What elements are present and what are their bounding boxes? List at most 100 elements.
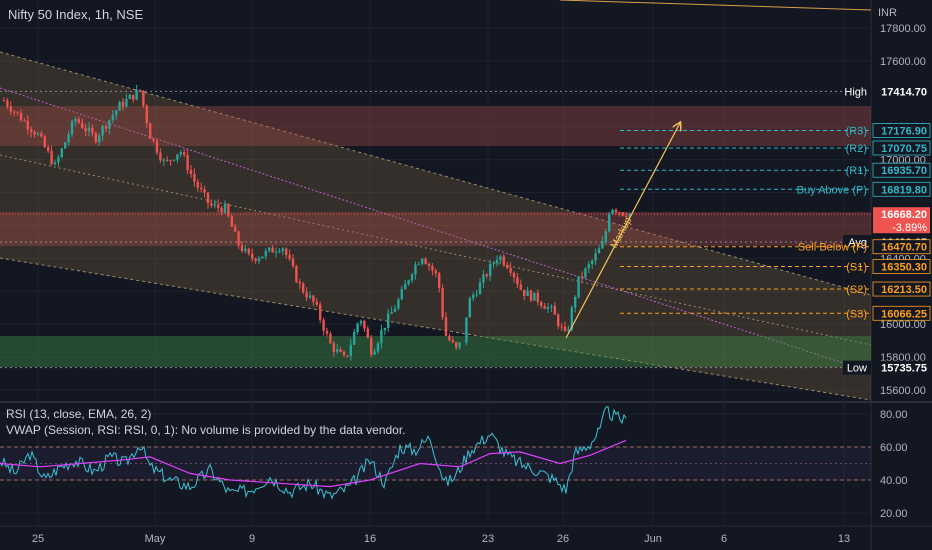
rsi-axis: 80.00 60.00 40.00 20.00 <box>880 409 908 520</box>
candle-body <box>101 125 104 136</box>
candle-body <box>475 294 478 296</box>
candle-body <box>472 294 475 299</box>
candle-body <box>162 159 165 161</box>
time-tick-label: 13 <box>838 533 850 545</box>
candle-body <box>132 94 135 100</box>
candle-body <box>261 256 264 259</box>
candle-body <box>281 248 284 252</box>
candle-body <box>295 265 298 283</box>
level-label-bg <box>843 234 871 249</box>
candle-body <box>210 203 213 206</box>
candle-body <box>115 110 118 116</box>
candle-body <box>264 250 267 257</box>
candle-body <box>50 151 53 165</box>
candle-body <box>47 146 50 152</box>
candle-body <box>543 305 546 309</box>
candle-body <box>319 304 322 320</box>
rsi-ema-line <box>0 439 627 488</box>
candle-body <box>407 280 410 284</box>
rsi-plot <box>0 405 871 500</box>
candle-body <box>390 311 393 314</box>
candle-body <box>465 317 468 343</box>
candle-body <box>98 135 101 142</box>
candle-body <box>438 273 441 289</box>
price-tag <box>872 162 931 178</box>
candle-body <box>495 259 499 264</box>
candle-body <box>366 328 369 338</box>
price-tag <box>872 259 931 274</box>
price-tag-value: 16350.30 <box>881 262 927 274</box>
candle-body <box>240 245 244 252</box>
candle-body <box>519 284 522 290</box>
price-change: -3.89% <box>892 222 927 234</box>
candle-body <box>196 181 199 188</box>
candle-body <box>516 277 519 285</box>
candle-body <box>77 118 80 123</box>
candle-body <box>60 148 63 158</box>
buy-sell-zone <box>0 212 871 246</box>
level-label-bg <box>843 84 871 99</box>
candle-body <box>220 208 223 213</box>
time-tick-label: Jun <box>644 533 662 545</box>
candle-body <box>312 295 315 302</box>
candle-body <box>81 122 84 129</box>
channel-upper-band <box>0 52 871 345</box>
candle-body <box>64 142 67 149</box>
candle-body <box>567 329 570 331</box>
candle-body <box>557 314 560 327</box>
candle-body <box>421 258 424 264</box>
candle-body <box>580 276 584 278</box>
candle-body <box>451 340 454 343</box>
candle-body <box>23 120 26 122</box>
candle-body <box>373 351 376 355</box>
candle-body <box>104 125 108 129</box>
regression-line <box>0 87 872 373</box>
candle-body <box>26 120 29 130</box>
candlesticks <box>2 84 631 361</box>
candle-body <box>570 307 573 330</box>
candle-body <box>13 111 16 113</box>
candle-body <box>492 263 495 265</box>
candle-body <box>227 204 230 217</box>
candle-body <box>349 344 352 356</box>
rsi-legend-line1: RSI (13, close, EMA, 26, 2) <box>6 407 152 421</box>
time-tick-label: 9 <box>249 533 255 545</box>
price-tick-label: 17600.00 <box>880 56 926 68</box>
candle-body <box>36 133 40 135</box>
candle-body <box>512 272 516 278</box>
candle-body <box>84 128 87 132</box>
candle-body <box>427 264 431 267</box>
candle-body <box>6 100 9 107</box>
candle-body <box>346 355 349 357</box>
price-tag <box>873 360 930 375</box>
candle-body <box>546 307 550 309</box>
level-label: (S2) <box>846 284 867 296</box>
currency-label: INR <box>878 7 897 19</box>
candle-body <box>485 274 488 277</box>
candle-body <box>268 247 271 251</box>
candle-body <box>410 274 414 281</box>
candle-body <box>169 160 172 162</box>
candle-body <box>138 89 142 91</box>
candle-body <box>285 248 288 255</box>
time-tick-label: 6 <box>721 533 727 545</box>
time-tick-label: 23 <box>482 533 494 545</box>
candle-body <box>533 292 536 301</box>
candle-body <box>574 296 577 308</box>
candle-body <box>278 251 281 253</box>
price-tag-value: 16213.50 <box>881 284 927 296</box>
price-tag <box>873 84 930 99</box>
candle-body <box>159 152 162 161</box>
candle-body <box>353 332 356 345</box>
rsi-legend-line2: VWAP (Session, RSI: RSI, 0, 1): No volum… <box>6 423 406 437</box>
candle-body <box>302 283 305 293</box>
rsi-tick-label: 40.00 <box>880 475 908 487</box>
candle-body <box>329 333 332 344</box>
candle-body <box>597 248 601 254</box>
markup-arrow <box>565 123 680 339</box>
candle-body <box>536 292 539 303</box>
candle-body <box>223 204 227 213</box>
candle-body <box>179 152 182 155</box>
candle-body <box>315 301 318 305</box>
